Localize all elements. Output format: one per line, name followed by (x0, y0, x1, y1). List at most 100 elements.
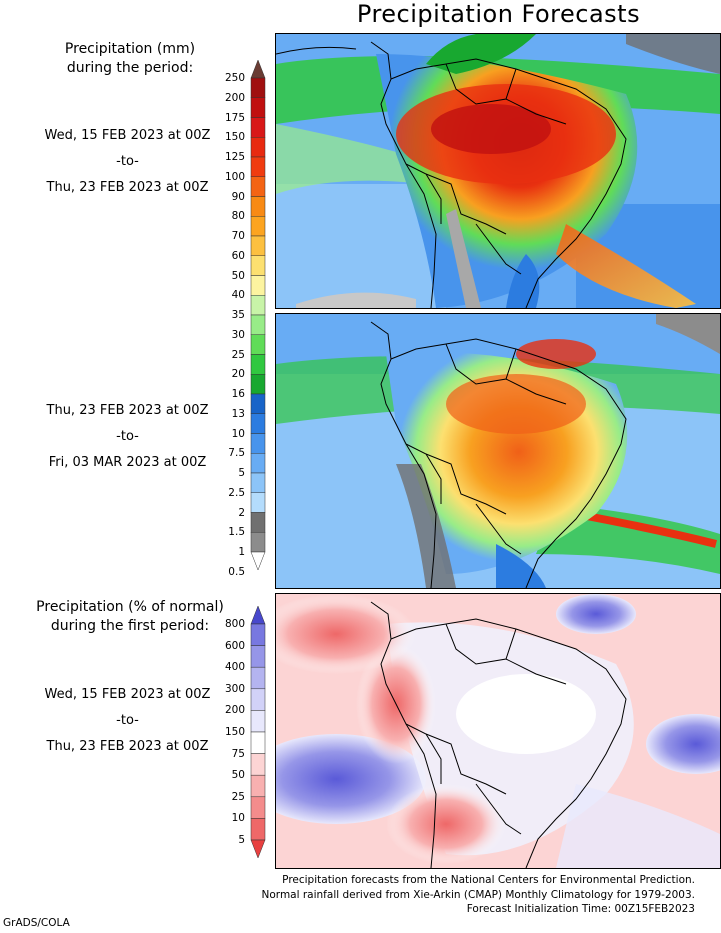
precip-colorbar-cell (250, 334, 266, 355)
precip-colorbar-cell (250, 453, 266, 474)
pct-colorbar-tick-label: 300 (224, 682, 245, 695)
pct-colorbar-cell (250, 818, 266, 841)
period1-start: Wed, 15 FEB 2023 at 00Z (44, 128, 211, 143)
period2-start: Thu, 23 FEB 2023 at 00Z (46, 403, 209, 418)
pct-colorbar-tick-label: 25 (231, 790, 245, 803)
precip-colorbar-tick-label: 30 (231, 328, 245, 341)
grads-credit: GrADS/COLA (3, 917, 70, 929)
period2-sep: -to- (116, 429, 139, 444)
precip-colorbar-tick-label: 7.5 (228, 447, 245, 460)
precip-title-line1: Precipitation (mm) (64, 41, 196, 57)
precip-colorbar-tick-label: 35 (231, 309, 245, 321)
pct-colorbar-cell (250, 753, 266, 776)
pct-colorbar-svg (250, 605, 266, 859)
pct-normal-map-svg (276, 594, 720, 868)
pct-period-end: Thu, 23 FEB 2023 at 00Z (46, 739, 209, 754)
pct-colorbar-cell (250, 710, 266, 733)
precip-colorbar-tick-label: 5 (238, 467, 245, 479)
pct-colorbar-tick-label: 5 (238, 834, 245, 846)
pct-period-label: Wed, 15 FEB 2023 at 00Z -to- Thu, 23 FEB… (0, 682, 255, 760)
pct-colorbar-top-triangle (250, 605, 266, 625)
precip-colorbar-tick-label: 0.5 (228, 565, 245, 578)
precip-colorbar-tick-label: 2.5 (228, 486, 245, 499)
pct-colorbar-tick-label: 150 (224, 726, 245, 738)
precip-colorbar-tick-label: 16 (231, 388, 245, 400)
precip-colorbar-cell (250, 354, 266, 375)
precip-colorbar-cell (250, 117, 266, 138)
precip-colorbar-tick-label: 175 (224, 111, 245, 124)
pct-colorbar-cell (250, 796, 266, 819)
precip-colorbar-cell (250, 196, 266, 217)
precip-colorbar-tick-label: 70 (231, 230, 245, 242)
precip-colorbar-bottom-triangle (250, 551, 266, 571)
precip-colorbar-cell (250, 137, 266, 158)
precip-colorbar-cell (250, 156, 266, 177)
period2-label: Thu, 23 FEB 2023 at 00Z -to- Fri, 03 MAR… (0, 398, 255, 476)
pct-colorbar-cell (250, 623, 266, 646)
pct-colorbar-cell (250, 688, 266, 711)
precip-colorbar-cell (250, 472, 266, 493)
precip-colorbar-tick-label: 1.5 (228, 526, 245, 539)
precip-colorbar-tick-label: 60 (231, 249, 245, 262)
precip-colorbar-tick-label: 125 (224, 151, 245, 163)
period2-end: Fri, 03 MAR 2023 at 00Z (48, 455, 207, 470)
precip-colorbar (248, 59, 268, 571)
footer-line2: Normal rainfall derived from Xie-Arkin (… (261, 888, 695, 901)
pct-colorbar-tick-label: 400 (224, 661, 245, 674)
precip-title-line2: during the period: (66, 60, 194, 76)
pct-colorbar-tick-label: 10 (231, 812, 245, 825)
precip-colorbar-tick-label: 40 (231, 289, 245, 302)
precip-colorbar-cell (250, 295, 266, 316)
precip-colorbar-tick-label: 25 (231, 348, 245, 361)
pct-title-line2: during the first period: (50, 618, 210, 634)
precip-section-title: Precipitation (mm) during the period: (0, 40, 260, 78)
pct-normal-map (275, 593, 721, 869)
precip-colorbar-cell (250, 393, 266, 414)
precip-colorbar-tick-label: 250 (224, 72, 245, 84)
precip-colorbar-cell (250, 275, 266, 296)
precip-colorbar-tick-label: 1 (238, 546, 245, 558)
pct-colorbar (248, 605, 268, 859)
precip-colorbar-cell (250, 216, 266, 237)
precip-colorbar-tick-label: 100 (224, 170, 245, 183)
precip-colorbar-cell (250, 512, 266, 533)
precip-colorbar-tick-label: 150 (224, 131, 245, 144)
pct-colorbar-cell (250, 645, 266, 668)
pct-colorbar-cell (250, 666, 266, 690)
pct-colorbar-tick-label: 75 (231, 747, 245, 760)
precip-colorbar-cell (250, 255, 266, 276)
pct-colorbar-bottom-triangle (250, 839, 266, 859)
precip-colorbar-cell (250, 314, 266, 335)
footer-line1: Precipitation forecasts from the Nationa… (282, 874, 695, 886)
precip-colorbar-cell (250, 176, 266, 197)
precip-colorbar-cell (250, 433, 266, 454)
precip-map-period2 (275, 313, 721, 589)
precip-colorbar-cell (250, 413, 266, 434)
precip-map-period1-svg (276, 34, 720, 308)
period1-sep: -to- (116, 154, 139, 169)
precip-map-period2-svg (276, 314, 720, 588)
precip-colorbar-cell (250, 492, 266, 513)
pct-colorbar-tick-label: 50 (231, 769, 245, 782)
precip-colorbar-tick-label: 2 (238, 506, 245, 519)
precip-colorbar-tick-label: 200 (224, 91, 245, 104)
precip-colorbar-svg (250, 59, 266, 571)
precip-colorbar-tick-label: 50 (231, 269, 245, 282)
pct-section-title: Precipitation (% of normal) during the f… (0, 598, 260, 636)
precip-colorbar-tick-label: 10 (231, 427, 245, 440)
pct-period-sep: -to- (116, 713, 139, 728)
pct-colorbar-tick-label: 200 (224, 704, 245, 717)
precip-colorbar-tick-label: 13 (231, 407, 245, 420)
main-title: Precipitation Forecasts (356, 0, 641, 28)
precip-colorbar-cell (250, 532, 266, 553)
pct-colorbar-tick-label: 600 (224, 639, 245, 652)
pct-colorbar-cell (250, 731, 266, 754)
precip-colorbar-top-triangle (250, 59, 266, 79)
pct-colorbar-cell (250, 774, 266, 798)
period1-label: Wed, 15 FEB 2023 at 00Z -to- Thu, 23 FEB… (0, 123, 255, 201)
footer-notes: Precipitation forecasts from the Nationa… (262, 873, 695, 917)
pct-colorbar-tick-label: 800 (224, 618, 245, 630)
precip-colorbar-tick-label: 90 (231, 190, 245, 203)
footer-line3: Forecast Initialization Time: 00Z15FEB20… (466, 903, 695, 915)
precip-map-period1 (275, 33, 721, 309)
